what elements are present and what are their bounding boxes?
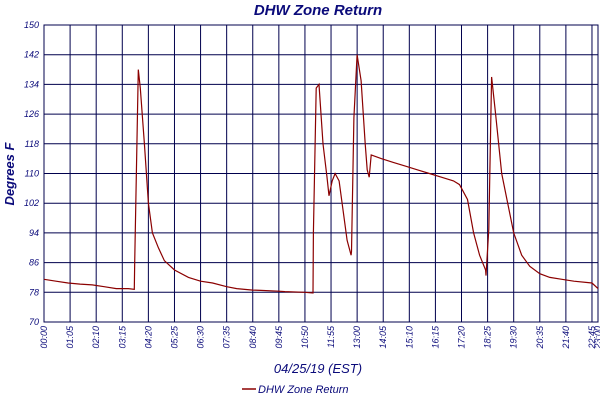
y-tick-label: 70 <box>29 317 39 327</box>
x-tick-label: 06:30 <box>196 326 206 349</box>
y-tick-label: 78 <box>29 287 39 297</box>
y-tick-label: 118 <box>25 139 39 149</box>
x-tick-label: 14:05 <box>378 325 388 349</box>
x-tick-label: 15:10 <box>404 326 414 349</box>
y-tick-labels: 70 78 86 94 102 110 118 126 134 142 150 <box>24 20 39 327</box>
y-tick-label: 126 <box>24 109 39 119</box>
x-tick-labels: 00:00 01:05 02:10 03:15 04:20 05:25 06:30 07:35… <box>39 325 600 350</box>
x-tick-label: 01:05 <box>65 325 75 349</box>
x-axis-label: 04/25/19 (EST) <box>274 361 362 376</box>
x-tick-label: 13:00 <box>352 326 362 349</box>
x-tick-label: 18:25 <box>483 325 493 349</box>
x-tick-label: 07:35 <box>222 325 232 349</box>
x-tick-label: 23:00 <box>593 326 600 350</box>
chart-title: DHW Zone Return <box>254 2 382 19</box>
x-tick-label: 10:50 <box>300 326 310 349</box>
x-tick-label: 17:20 <box>457 326 467 349</box>
x-tick-label: 05:25 <box>169 325 179 349</box>
y-tick-label: 94 <box>29 228 39 238</box>
x-tick-label: 19:30 <box>509 326 519 349</box>
x-tick-label: 04:20 <box>143 326 153 349</box>
x-tick-label: 21:40 <box>561 326 571 350</box>
y-tick-label: 142 <box>24 50 39 60</box>
y-tick-label: 102 <box>24 198 39 208</box>
legend-label: DHW Zone Return <box>258 384 348 396</box>
x-tick-label: 09:45 <box>274 325 284 349</box>
x-tick-label: 20:35 <box>535 325 545 350</box>
x-tick-label: 08:40 <box>248 326 258 349</box>
plot-area <box>43 24 599 323</box>
x-tick-label: 22:45 <box>587 325 597 350</box>
x-tick-label: 00:00 <box>39 326 49 349</box>
y-axis-label: Degrees F <box>2 142 17 206</box>
legend: DHW Zone Return <box>242 384 348 396</box>
x-tick-label: 03:15 <box>117 325 127 349</box>
series-line-dhw-zone-return <box>43 54 599 294</box>
y-tick-label: 134 <box>24 79 39 89</box>
x-tick-label: 11:55 <box>326 325 336 348</box>
y-tick-label: 86 <box>29 258 39 268</box>
gridlines <box>43 24 599 323</box>
y-tick-label: 150 <box>24 20 39 30</box>
x-tick-label: 16:15 <box>430 325 440 349</box>
y-tick-label: 110 <box>25 169 39 179</box>
x-tick-label: 02:10 <box>91 326 101 349</box>
